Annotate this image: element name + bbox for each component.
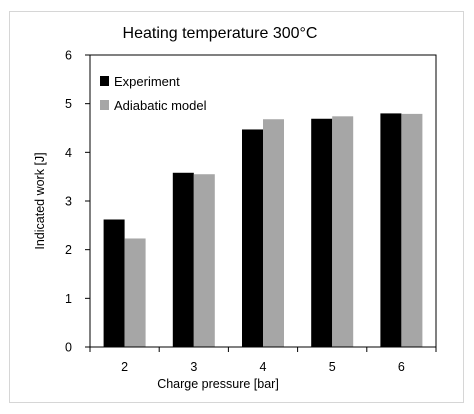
bar-experiment-4 xyxy=(242,129,263,347)
y-tick-label: 0 xyxy=(65,341,72,355)
plot-area-border xyxy=(89,54,437,348)
y-tick-label: 4 xyxy=(65,146,72,160)
chart-title: Heating temperature 300°C xyxy=(123,25,318,42)
x-tick-label: 5 xyxy=(329,360,336,374)
y-tick-label: 6 xyxy=(65,49,72,63)
x-tick-label: 4 xyxy=(260,360,267,374)
y-axis-label: Indicated work [J] xyxy=(33,152,47,249)
y-tick-label: 5 xyxy=(65,97,72,111)
bar-adiabatic-model-3 xyxy=(193,174,215,347)
bar-adiabatic-model-6 xyxy=(401,113,423,348)
y-tick-label: 1 xyxy=(65,292,72,306)
x-tick-label: 2 xyxy=(121,360,128,374)
bar-experiment-2 xyxy=(103,219,125,347)
legend-label-adiabatic-model: Adiabatic model xyxy=(114,98,207,113)
legend: Experiment Adiabatic model xyxy=(100,74,207,113)
y-tick-label: 3 xyxy=(65,195,72,209)
bar-adiabatic-model-4 xyxy=(263,119,284,348)
bar-experiment-6 xyxy=(380,113,402,348)
bar-adiabatic-model-5 xyxy=(332,116,354,347)
x-tick-label: 3 xyxy=(190,360,197,374)
legend-swatch-experiment xyxy=(100,76,109,86)
legend-swatch-adiabatic-model xyxy=(100,100,109,110)
y-axis-ticks: 0 1 2 3 4 5 6 xyxy=(65,49,90,355)
x-axis-label: Charge pressure [bar] xyxy=(157,377,279,391)
x-tick-label: 6 xyxy=(398,360,405,374)
bar-experiment-3 xyxy=(172,172,194,347)
bar-experiment-5 xyxy=(311,118,333,348)
legend-label-experiment: Experiment xyxy=(114,74,180,89)
bars xyxy=(103,113,423,348)
y-tick-label: 2 xyxy=(65,243,72,257)
x-axis-ticks: 2 3 4 5 6 xyxy=(89,347,437,374)
bar-adiabatic-model-2 xyxy=(124,238,146,347)
